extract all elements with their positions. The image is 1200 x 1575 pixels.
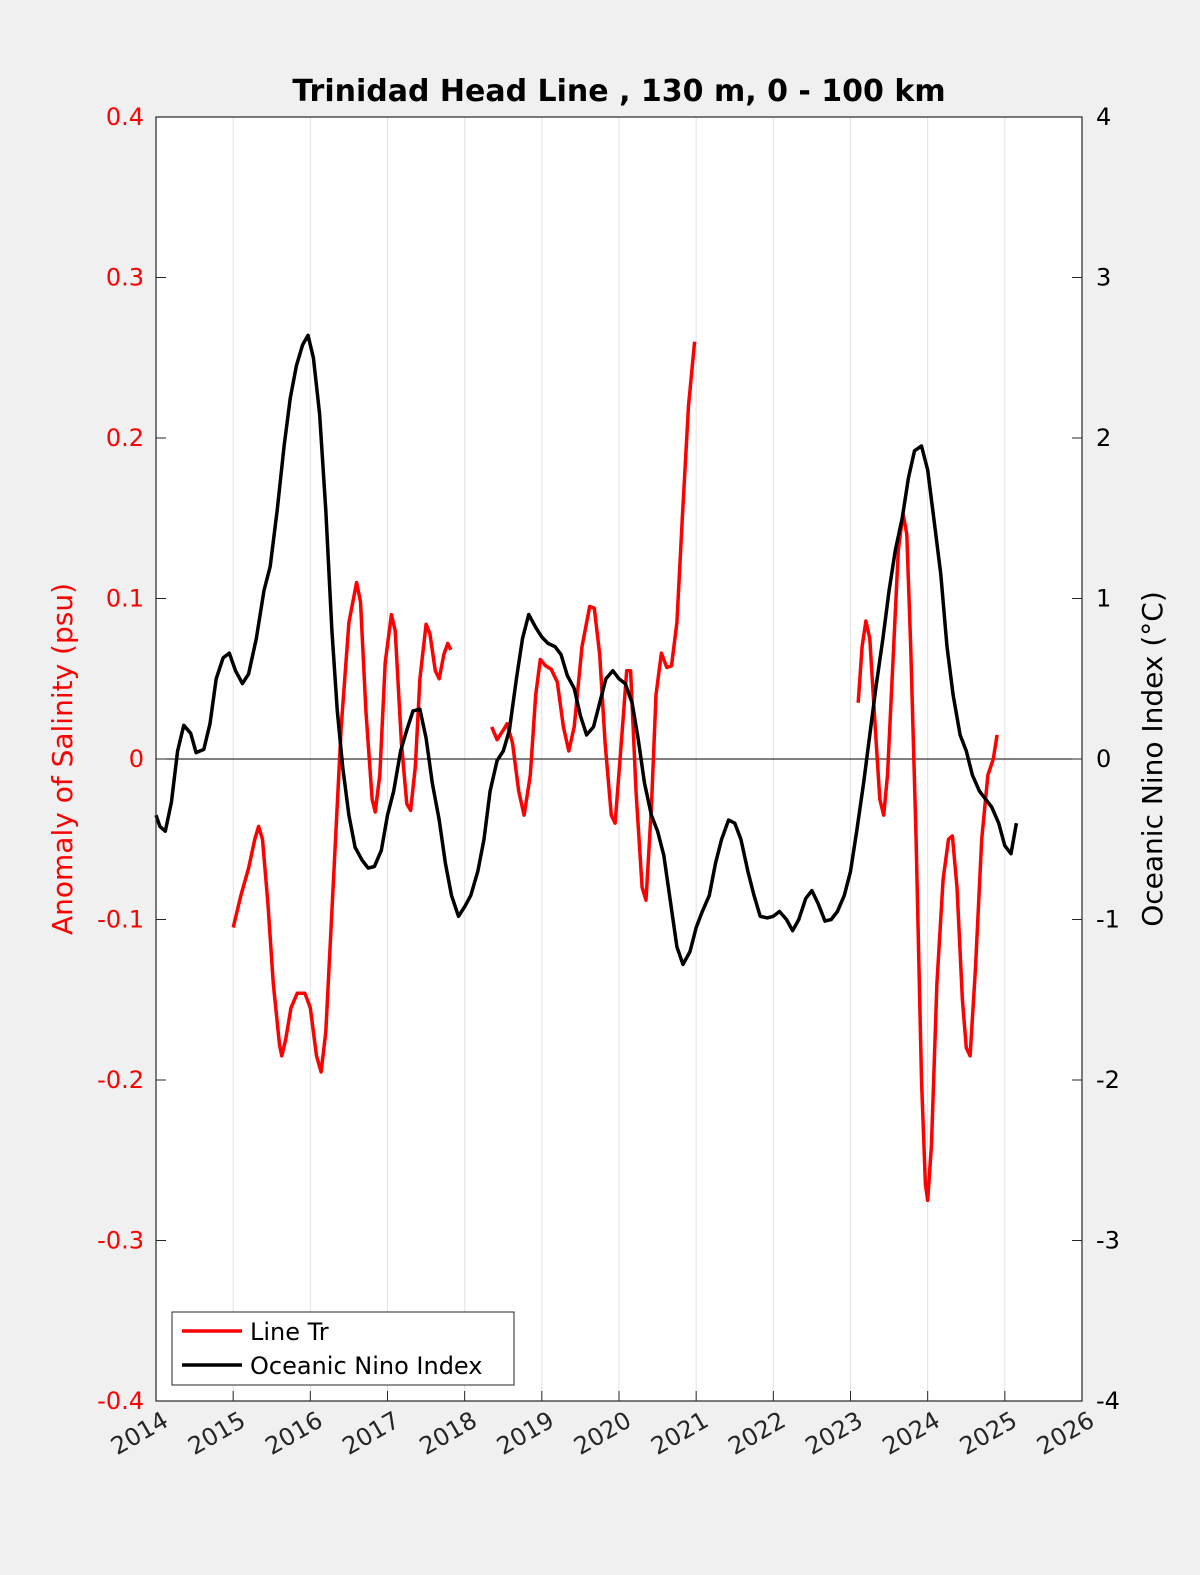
y-axis-left-label: Anomaly of Salinity (psu)	[46, 583, 79, 935]
y-left-tick-label: -0.3	[97, 1227, 144, 1255]
series-layer	[154, 333, 1019, 1203]
axis-ticks	[155, 116, 1083, 1402]
legend-label-line-tr: Line Tr	[250, 1318, 329, 1346]
y-left-tick-label: -0.4	[97, 1387, 144, 1415]
y-left-tick-label: 0.4	[106, 103, 144, 131]
y-left-tick-label: -0.2	[97, 1066, 144, 1094]
y-left-tick-label: 0	[129, 745, 144, 773]
chart-title: Trinidad Head Line , 130 m, 0 - 100 km	[292, 74, 945, 109]
y-right-tick-label: 4	[1096, 103, 1111, 131]
legend-box	[171, 1311, 515, 1386]
y-left-tick-label: 0.1	[106, 585, 144, 613]
salinity-anomaly-line-segment	[231, 580, 453, 1074]
y-right-tick-label: -4	[1096, 1387, 1120, 1415]
y-left-tick-label: -0.1	[97, 906, 144, 934]
y-left-tick-label: 0.2	[106, 424, 144, 452]
legend-label-oni: Oceanic Nino Index	[250, 1352, 482, 1380]
y-right-tick-label: -1	[1096, 906, 1120, 934]
y-right-tick-label: 3	[1096, 264, 1111, 292]
salinity-anomaly-line-segment	[856, 511, 999, 1203]
y-right-tick-label: 1	[1096, 585, 1111, 613]
y-axis-right-label: Oceanic Nino Index (°C)	[1136, 591, 1169, 927]
legend: Line Tr Oceanic Nino Index	[171, 1311, 515, 1386]
y-right-tick-label: 2	[1096, 424, 1111, 452]
y-right-tick-label: -2	[1096, 1066, 1120, 1094]
y-right-tick-label: 0	[1096, 745, 1111, 773]
oceanic-nino-index-line-segment	[154, 333, 1019, 967]
salinity-anomaly-line-segment	[490, 341, 697, 902]
y-left-tick-label: 0.3	[106, 264, 144, 292]
y-right-tick-label: -3	[1096, 1227, 1120, 1255]
